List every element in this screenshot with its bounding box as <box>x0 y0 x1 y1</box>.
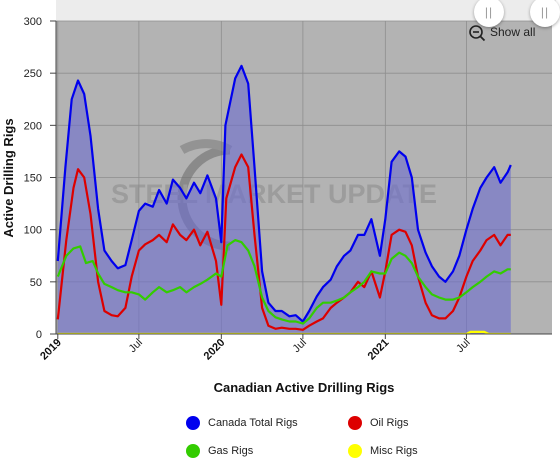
series-line-2 <box>56 239 511 325</box>
y-tick-label: 200 <box>24 120 42 132</box>
navigator-handle-right[interactable]: || <box>530 0 560 27</box>
x-tick-label: Jul <box>127 337 145 355</box>
x-tick-label: Jul <box>291 337 309 355</box>
x-tick-label: 2021 <box>366 337 392 363</box>
navigator-handle-left[interactable]: || <box>474 0 504 27</box>
y-tick-label: 0 <box>36 329 42 341</box>
legend-swatch <box>348 416 362 430</box>
y-axis: 0 50 100 150 200 250 300 <box>24 16 57 341</box>
show-all-label: Show all <box>490 25 536 39</box>
legend-swatch <box>348 444 362 458</box>
legend-swatch <box>186 444 200 458</box>
show-all-button[interactable]: Show all <box>468 24 536 42</box>
legend-item-canada-total[interactable]: Canada Total Rigs <box>186 416 298 430</box>
x-axis-title: Canadian Active Drilling Rigs <box>214 380 395 395</box>
y-tick-label: 300 <box>24 16 42 28</box>
legend-swatch <box>186 416 200 430</box>
navigator-handle-grip: || <box>484 5 494 19</box>
y-tick-label: 150 <box>24 173 42 185</box>
series-line-0 <box>56 64 512 323</box>
x-tick-label: Jul <box>454 337 472 355</box>
y-tick-label: 50 <box>30 277 42 289</box>
x-tick-label: 2020 <box>202 337 228 363</box>
y-tick-label: 100 <box>24 225 42 237</box>
x-axis: 2019 Jul 2020 Jul 2021 Jul <box>38 333 552 363</box>
series-line-1 <box>56 153 511 331</box>
legend-label: Oil Rigs <box>370 417 409 429</box>
navigator-handle-grip: || <box>540 5 550 19</box>
legend-label: Gas Rigs <box>208 445 254 457</box>
legend-item-oil[interactable]: Oil Rigs <box>348 416 409 430</box>
legend-label: Canada Total Rigs <box>208 417 298 429</box>
navigator-background <box>56 0 556 21</box>
series-line-3 <box>57 330 511 334</box>
legend-item-gas[interactable]: Gas Rigs <box>186 444 253 458</box>
series-area-0 <box>57 65 511 334</box>
legend-label: Misc Rigs <box>370 445 418 457</box>
legend-item-misc[interactable]: Misc Rigs <box>348 444 418 458</box>
y-tick-label: 250 <box>24 68 42 80</box>
series-layer <box>56 64 512 334</box>
zoom-out-icon <box>468 24 486 42</box>
y-axis-title: Active Drilling Rigs <box>1 118 16 237</box>
